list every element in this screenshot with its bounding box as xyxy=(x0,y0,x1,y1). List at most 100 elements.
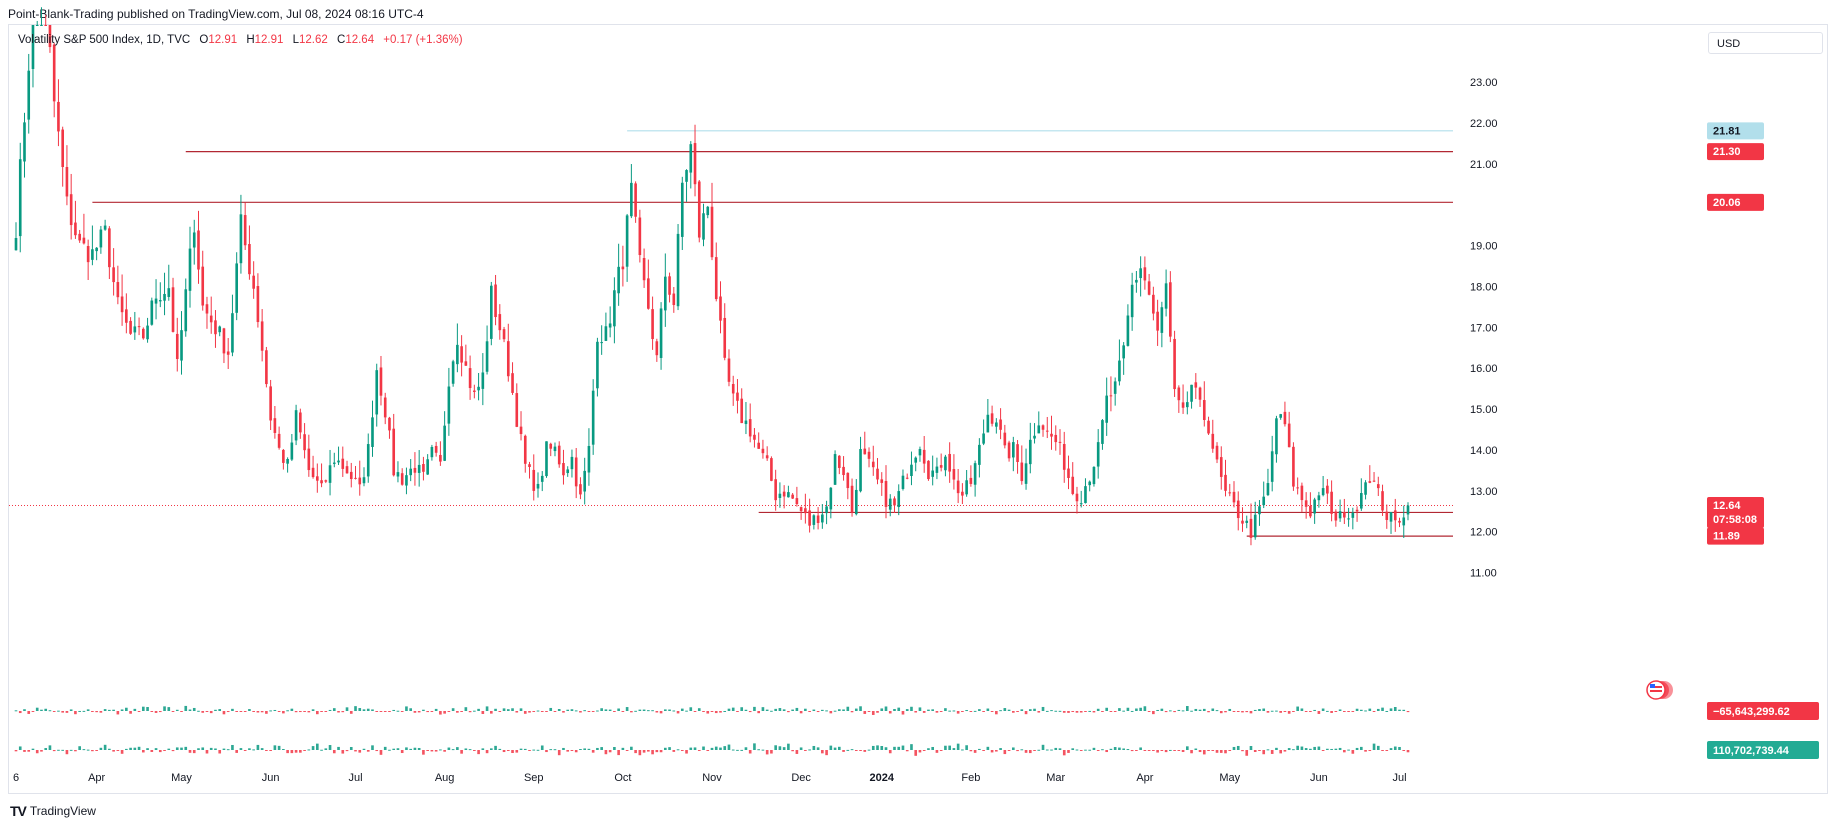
indicator-1-bar xyxy=(116,711,120,715)
indicator-2-bar xyxy=(859,750,862,751)
candle xyxy=(146,317,149,343)
indicator-2-bar xyxy=(1393,746,1397,750)
indicator-2-bar xyxy=(1389,748,1393,750)
candle xyxy=(829,487,833,519)
indicator-1-bar xyxy=(1376,708,1380,711)
indicator-1-bar xyxy=(311,709,315,711)
indicator-1-bar xyxy=(498,711,502,712)
candle xyxy=(1393,498,1397,532)
indicator-1-bar xyxy=(61,711,64,713)
indicator-2-bar xyxy=(630,746,633,750)
indicator-1-bar xyxy=(1181,710,1185,712)
time-tick-label: 6 xyxy=(13,772,19,784)
indicator-2-bar xyxy=(587,748,591,750)
indicator-1-bar xyxy=(1003,708,1007,711)
indicator-1-bar xyxy=(617,708,620,711)
indicator-2-bar xyxy=(846,749,850,751)
candle xyxy=(18,142,22,253)
indicator-1-bar xyxy=(396,710,400,712)
svg-text:21.81: 21.81 xyxy=(1713,125,1741,137)
indicator-1-bar xyxy=(1075,711,1079,713)
indicator-1-bar xyxy=(799,711,803,714)
indicator-2-bar xyxy=(303,750,306,751)
candle xyxy=(456,323,459,373)
candle xyxy=(956,468,960,504)
candle xyxy=(48,25,52,53)
indicator-2-bar xyxy=(710,747,714,750)
candle xyxy=(218,325,222,337)
indicator-1-bar xyxy=(316,711,319,715)
candle xyxy=(1126,304,1130,347)
indicator-2-bar xyxy=(1020,749,1024,751)
indicator-1-bar xyxy=(1122,710,1125,712)
candle xyxy=(736,379,739,414)
candle xyxy=(1228,483,1232,497)
indicator-2-bar xyxy=(770,750,773,754)
indicator-2-bar xyxy=(1304,748,1308,750)
indicator-1-bar xyxy=(587,711,591,712)
indicator-1-bar xyxy=(1190,710,1193,712)
indicator-1-bar xyxy=(1372,711,1376,712)
indicator-1-bar xyxy=(982,711,985,712)
time-tick-label: 2024 xyxy=(870,772,895,784)
indicator-2-bar xyxy=(888,750,892,754)
candle xyxy=(282,448,285,470)
candle xyxy=(1253,501,1257,540)
indicator-2-bar xyxy=(1092,747,1096,750)
indicator-1-bar xyxy=(1033,708,1036,711)
candle xyxy=(201,250,205,311)
indicator-1-bar xyxy=(1245,711,1249,713)
indicator-2-bar xyxy=(69,749,73,751)
indicator-1-bar xyxy=(956,711,960,714)
indicator-1-bar xyxy=(685,710,688,712)
indicator-1-bar xyxy=(494,708,497,711)
candle xyxy=(706,205,710,219)
candle xyxy=(1334,509,1338,527)
candle xyxy=(154,279,158,320)
symbol-legend: Volatility S&P 500 Index, 1D, TVC O12.91… xyxy=(18,34,463,46)
indicator-2-bar xyxy=(1283,750,1287,752)
indicator-2-bar xyxy=(1037,749,1041,751)
indicator-1-bar xyxy=(439,711,442,715)
candle xyxy=(1190,384,1193,409)
indicator-2-bar xyxy=(44,748,48,750)
indicator-1-bar xyxy=(1211,708,1215,711)
indicator-2-bar xyxy=(142,750,145,753)
candle xyxy=(1296,477,1299,495)
indicator-1-bar xyxy=(804,708,807,711)
candle xyxy=(91,225,94,266)
indicator-1-bar xyxy=(770,710,773,712)
indicator-2-bar xyxy=(468,749,472,751)
candle xyxy=(922,435,926,473)
indicator-2-bar xyxy=(838,746,841,750)
indicator-2-bar xyxy=(1326,748,1329,750)
indicator-2-bar xyxy=(243,750,247,751)
indicator-1-bar xyxy=(1062,711,1066,713)
candle xyxy=(753,428,756,448)
indicator-2-bar xyxy=(235,750,238,753)
indicator-2-bar xyxy=(1360,746,1363,750)
indicator-1-bar xyxy=(672,710,676,712)
indicator-2-bar xyxy=(379,750,383,755)
indicator-1-bar xyxy=(324,711,328,712)
indicator-1-bar xyxy=(1219,711,1223,714)
indicator-1-bar xyxy=(540,711,544,712)
candle xyxy=(1186,391,1189,415)
indicator-2-bar xyxy=(651,750,654,755)
indicator-1-bar xyxy=(922,711,926,713)
indicator-2-bar xyxy=(108,748,111,750)
indicator-2-bar xyxy=(659,750,663,753)
indicator-2-bar xyxy=(621,747,625,750)
indicator-1-bar xyxy=(570,709,574,711)
candle xyxy=(1389,512,1393,534)
indicator-2-bar xyxy=(1105,750,1108,753)
indicator-1-bar xyxy=(1300,708,1304,711)
currency-selector[interactable]: USD xyxy=(1708,32,1823,54)
indicator-2-bar xyxy=(48,745,52,750)
candle xyxy=(672,287,676,313)
indicator-1-bar xyxy=(485,706,489,711)
flag-icon[interactable] xyxy=(1646,680,1673,700)
indicator-2-bar xyxy=(337,746,340,750)
indicator-1-bar xyxy=(82,710,86,712)
